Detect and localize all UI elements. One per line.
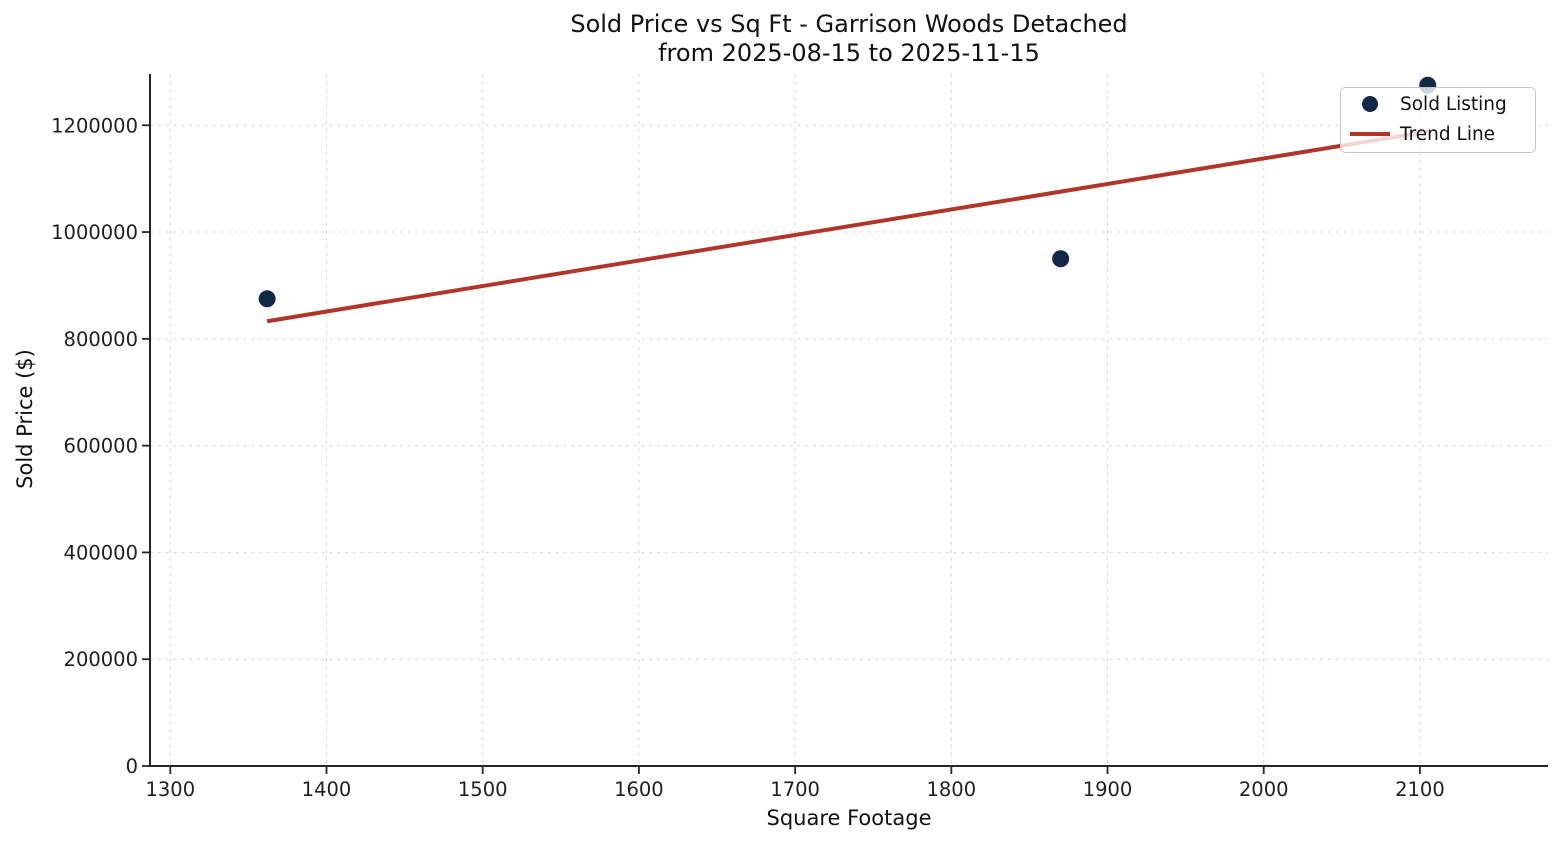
legend-label: Trend Line — [1400, 123, 1496, 145]
tick-label: 1800 — [926, 778, 976, 801]
tick-label: 0 — [126, 755, 138, 778]
tick-label: 1700 — [770, 778, 820, 801]
data-point — [258, 290, 276, 308]
scatter-marker-icon — [1362, 96, 1378, 112]
tick-label: 1500 — [458, 778, 508, 801]
tick-label: 600000 — [64, 435, 138, 458]
tick-label: 2100 — [1395, 778, 1445, 801]
trend-line — [266, 129, 1429, 324]
legend-label: Sold Listing — [1400, 93, 1507, 115]
legend: Sold Listing Trend Line — [1340, 87, 1536, 153]
tick-label: 1900 — [1083, 778, 1133, 801]
tick-label: 800000 — [64, 328, 138, 351]
legend-handle — [1348, 96, 1392, 112]
legend-item-sold-listing: Sold Listing — [1348, 92, 1527, 116]
tick-label: 1300 — [145, 778, 195, 801]
chart-title: Sold Price vs Sq Ft - Garrison Woods Det… — [570, 10, 1128, 38]
legend-item-trend-line: Trend Line — [1348, 122, 1527, 146]
data-point — [1052, 250, 1070, 268]
tick-label: 1600 — [614, 778, 664, 801]
trend-line-icon — [1350, 132, 1390, 136]
chart-title-block: Sold Price vs Sq Ft - Garrison Woods Det… — [150, 10, 1548, 68]
chart-subtitle: from 2025-08-15 to 2025-11-15 — [658, 39, 1040, 67]
tick-label: 1000000 — [51, 221, 138, 244]
tick-label: 200000 — [64, 648, 138, 671]
tick-label: 400000 — [64, 541, 138, 564]
tick-label: 1200000 — [51, 114, 138, 137]
tick-label: 2000 — [1239, 778, 1289, 801]
y-axis-label: Sold Price ($) — [13, 349, 37, 489]
legend-handle — [1348, 132, 1392, 136]
x-axis-label: Square Footage — [766, 806, 932, 830]
tick-label: 1400 — [302, 778, 352, 801]
